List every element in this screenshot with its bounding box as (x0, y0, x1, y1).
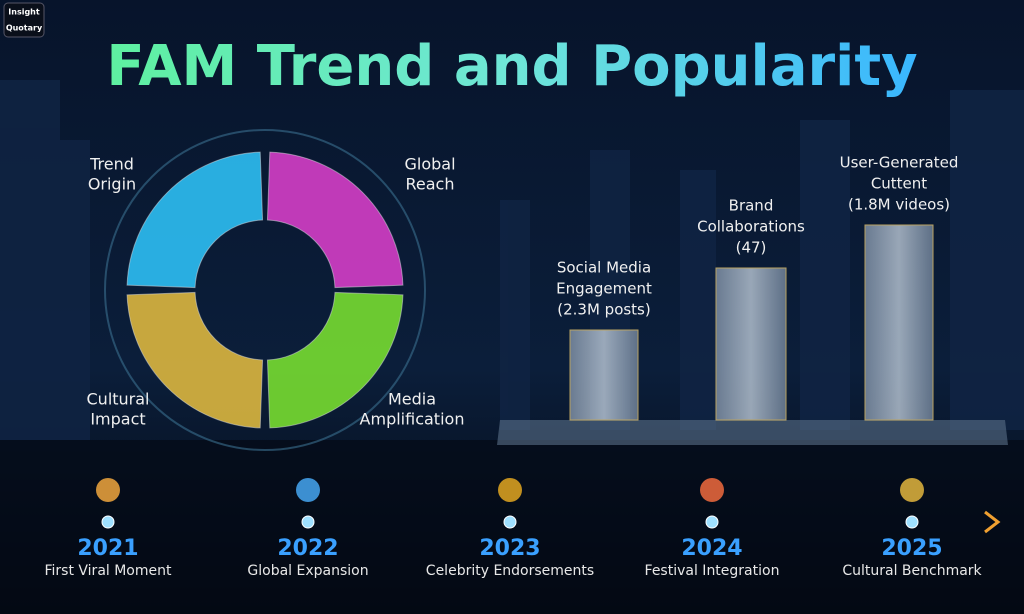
title: FAM Trend and Popularity (106, 34, 917, 99)
timeline-year: 2023 (479, 536, 540, 561)
label-line: (1.8M videos) (848, 196, 950, 214)
label-line: Reach (406, 175, 455, 194)
label-line: Cultural (87, 390, 150, 409)
timeline-arrow (984, 510, 1001, 534)
timeline-dot (905, 515, 919, 529)
timeline-label: First Viral Moment (44, 563, 172, 579)
timeline-dot (101, 515, 115, 529)
label-line: Quotary (6, 24, 43, 33)
timeline-dot (301, 515, 315, 529)
timeline-label: Celebrity Endorsements (426, 563, 594, 579)
label-line: (47) (736, 239, 767, 257)
ring-segment (126, 291, 264, 429)
timeline-icon (700, 478, 724, 502)
label-line: Engagement (556, 280, 652, 298)
timeline-year: 2025 (881, 536, 942, 561)
skyline (0, 80, 1024, 440)
bar (715, 267, 787, 421)
label-line: Cuttent (871, 175, 927, 193)
label-line: Media (388, 390, 436, 409)
timeline-label: Cultural Benchmark (842, 563, 982, 579)
ring-outline (104, 129, 426, 451)
platform (497, 420, 1008, 445)
bar (569, 329, 639, 421)
timeline-dot (705, 515, 719, 529)
label-line: Trend (89, 155, 134, 174)
bar (864, 224, 934, 421)
timeline-icon (96, 478, 120, 502)
timeline-dot (503, 515, 517, 529)
label-line: User-Generated (840, 154, 959, 172)
label-line: Amplification (360, 410, 465, 429)
label-line: Origin (88, 175, 136, 194)
ring-segment (126, 151, 264, 289)
label-line: Insight (8, 8, 40, 17)
logo-box (3, 2, 45, 38)
timeline-year: 2022 (277, 536, 338, 561)
timeline-icon (498, 478, 522, 502)
ring-segment (266, 151, 404, 289)
timeline-label: Festival Integration (645, 563, 780, 579)
label-line: (2.3M posts) (557, 301, 650, 319)
ring-segment (266, 291, 404, 429)
label-line: Impact (90, 410, 145, 429)
timeline-year: 2021 (77, 536, 138, 561)
label-line: Brand (729, 197, 774, 215)
timeline-icon (900, 478, 924, 502)
timeline-label: Global Expansion (247, 563, 368, 579)
label-line: Collaborations (697, 218, 805, 236)
label-line: Social Media (557, 259, 651, 277)
label-line: Global (404, 155, 455, 174)
timeline-year: 2024 (681, 536, 742, 561)
timeline-icon (296, 478, 320, 502)
